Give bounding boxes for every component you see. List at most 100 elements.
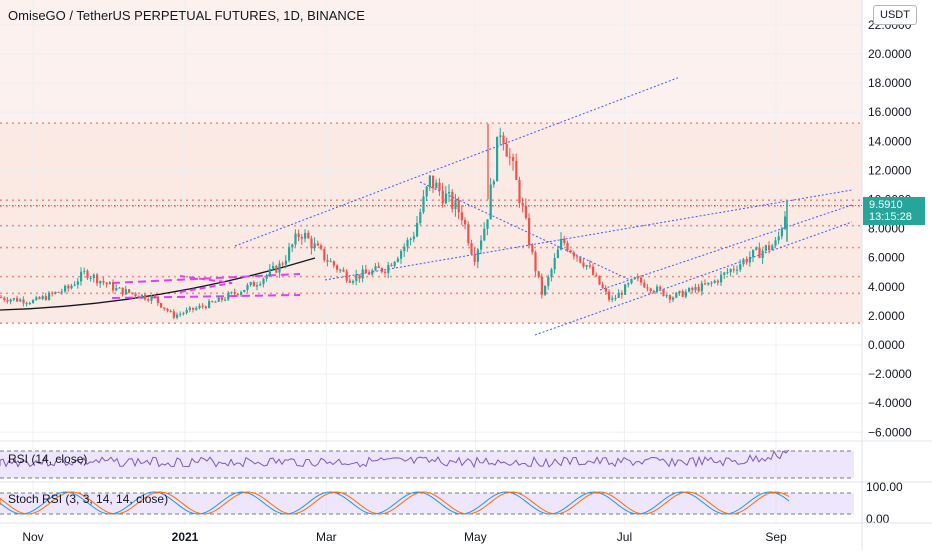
- x-tick-label: May: [464, 530, 487, 544]
- rsi-label[interactable]: RSI (14, close): [8, 452, 88, 466]
- y-tick-label: 0.0000: [868, 338, 905, 352]
- x-tick-label: Nov: [22, 530, 43, 544]
- candle-body: [304, 232, 307, 239]
- candle-body: [208, 300, 211, 308]
- x-tick-label: 2021: [172, 530, 199, 544]
- last-price-value: 9.5910: [869, 199, 903, 211]
- trendline: [599, 204, 853, 291]
- x-tick-label: Mar: [316, 530, 337, 544]
- candle-body: [102, 280, 105, 283]
- trendline: [534, 221, 853, 336]
- candle-body: [700, 283, 703, 292]
- candle-body: [528, 217, 531, 246]
- candle-body: [70, 285, 73, 289]
- candle-body: [396, 258, 399, 262]
- candle-body: [768, 245, 771, 250]
- candle-body: [563, 238, 566, 243]
- candle-body: [508, 156, 511, 158]
- candle-body: [524, 205, 527, 218]
- trendline: [419, 181, 631, 281]
- candle-body: [544, 285, 547, 295]
- candle-body: [569, 250, 572, 253]
- candle-body: [540, 276, 543, 295]
- y-tick-label: −4.0000: [868, 396, 912, 410]
- candle-body: [214, 301, 217, 303]
- candle-body: [390, 264, 393, 267]
- candle-body: [435, 182, 438, 189]
- candle-body: [115, 287, 118, 291]
- candle-body: [268, 268, 271, 276]
- y-tick-label: 12.0000: [868, 163, 912, 177]
- candle-body: [454, 200, 457, 210]
- trendline: [324, 189, 853, 281]
- candle-body: [83, 270, 86, 272]
- candle-body: [764, 245, 767, 251]
- candle-body: [419, 212, 422, 224]
- candle-body: [393, 261, 396, 267]
- candle-body: [339, 269, 342, 271]
- candle-body: [300, 237, 303, 239]
- candle-body: [547, 277, 550, 286]
- candle-body: [716, 280, 719, 283]
- candle-body: [457, 200, 460, 213]
- candle-body: [608, 291, 611, 300]
- candle-body: [595, 274, 598, 276]
- candle-body: [403, 246, 406, 252]
- candle-body: [176, 314, 179, 318]
- candle-body: [19, 299, 22, 302]
- candle-body: [684, 291, 687, 297]
- trendline: [234, 76, 681, 247]
- candle-body: [499, 135, 502, 137]
- bar-countdown: 13:15:28: [869, 211, 912, 223]
- candle-body: [736, 269, 739, 271]
- candle-body: [604, 288, 607, 292]
- candle-body: [585, 265, 588, 267]
- candle-body: [108, 282, 111, 285]
- candle-body: [380, 268, 383, 272]
- candle-body: [384, 271, 387, 273]
- candle-body: [368, 272, 371, 275]
- candle-body: [278, 263, 281, 273]
- candle-body: [780, 228, 783, 237]
- candle-body: [451, 191, 454, 210]
- candle-body: [240, 292, 243, 295]
- candle-body: [710, 282, 713, 284]
- range-band: [0, 123, 862, 324]
- candle-body: [291, 244, 294, 248]
- candle-body: [60, 291, 63, 293]
- candle-body: [137, 296, 140, 298]
- candle-body: [473, 253, 476, 262]
- stoch-tick-100: 100.00: [866, 480, 903, 494]
- candle-body: [259, 283, 262, 286]
- candle-body: [377, 266, 380, 269]
- candle-body: [192, 307, 195, 310]
- candle-body: [572, 252, 575, 257]
- x-tick-label: Sep: [765, 530, 787, 544]
- candle-body: [617, 292, 620, 298]
- candle-body: [387, 264, 390, 273]
- candle-body: [400, 251, 403, 259]
- candle-body: [560, 238, 563, 250]
- candle-body: [80, 271, 83, 282]
- candle-body: [643, 282, 646, 288]
- candle-body: [118, 287, 121, 289]
- candle-body: [182, 313, 185, 315]
- candle-body: [707, 282, 710, 285]
- price-axis-bg: [862, 0, 932, 550]
- currency-selector[interactable]: USDT: [873, 5, 917, 25]
- candle-body: [492, 181, 495, 185]
- candle-body: [144, 294, 147, 300]
- candle-body: [633, 277, 636, 280]
- stoch-rsi-label[interactable]: Stoch RSI (3, 3, 14, 14, close): [8, 492, 169, 506]
- candle-body: [483, 228, 486, 241]
- candle-body: [227, 293, 230, 300]
- y-tick-label: 16.0000: [868, 105, 912, 119]
- candle-body: [262, 278, 265, 284]
- candle-body: [694, 286, 697, 291]
- candle-body: [598, 275, 601, 285]
- candle-body: [99, 280, 102, 284]
- candle-body: [729, 269, 732, 273]
- candle-body: [627, 283, 630, 285]
